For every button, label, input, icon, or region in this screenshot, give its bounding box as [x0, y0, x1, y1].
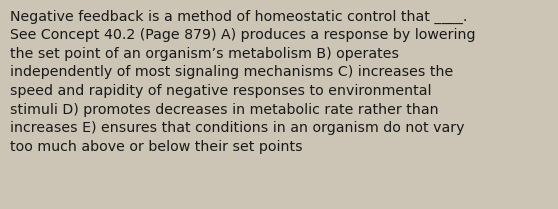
Text: Negative feedback is a method of homeostatic control that ____.
See Concept 40.2: Negative feedback is a method of homeost… — [10, 9, 475, 154]
